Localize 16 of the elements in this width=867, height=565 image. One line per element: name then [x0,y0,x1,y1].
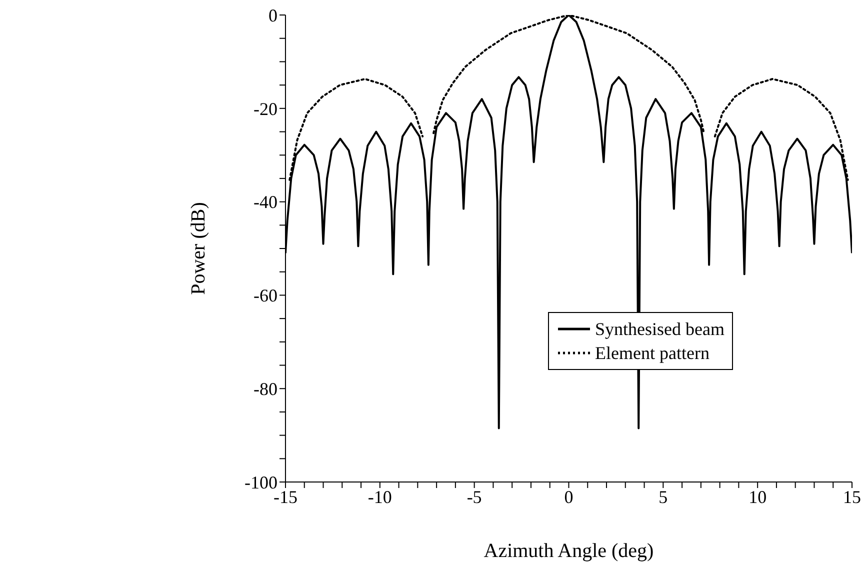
x-tick-label: 15 [843,486,861,507]
x-tick-label: 0 [564,486,574,507]
x-tick-label: 10 [748,486,767,507]
y-tick-label: -40 [253,192,278,212]
y-tick-label: -20 [253,98,278,119]
y-tick-label: -60 [253,286,278,306]
y-tick-label: -100 [244,472,278,492]
x-tick-label: 5 [658,486,668,507]
legend-label: Synthesised beam [595,318,724,341]
y-tick-label: 0 [268,5,278,26]
x-axis-title: Azimuth Angle (deg) [484,540,654,562]
x-tick-label: -5 [466,486,482,507]
y-axis-title: Power (dB) [188,202,210,295]
x-tick-label: -10 [368,486,392,507]
y-tick-label: -80 [253,378,278,399]
legend-label: Element pattern [595,342,710,365]
